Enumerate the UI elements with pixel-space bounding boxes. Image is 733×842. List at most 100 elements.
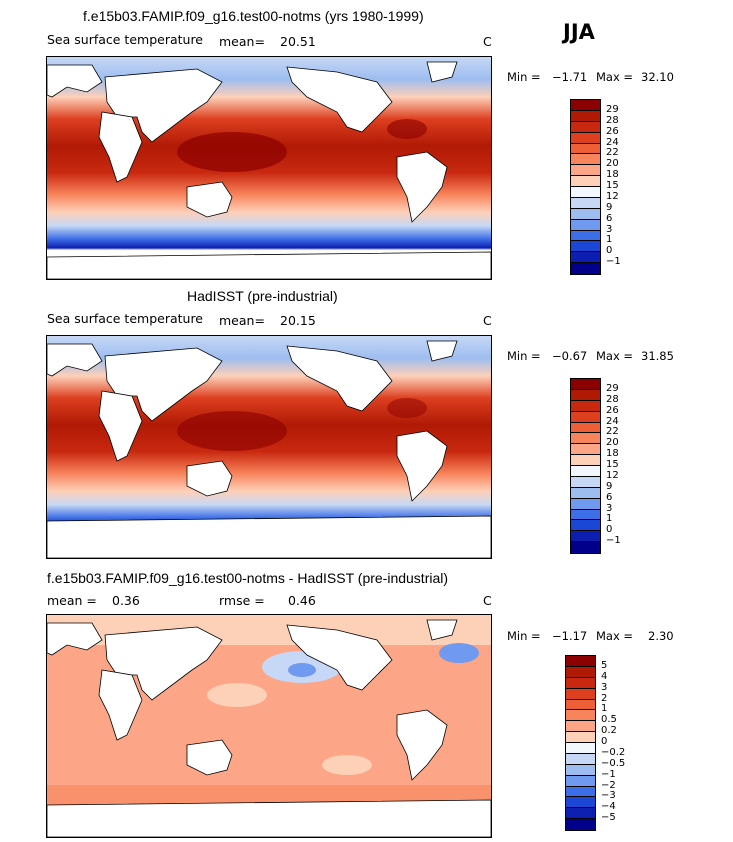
colorbar-tick-label: 20 <box>606 158 619 170</box>
colorbar-tick-label: 12 <box>606 469 619 481</box>
colorbar-swatch <box>566 688 595 700</box>
colorbar-tick-label: −1 <box>606 535 621 547</box>
colorbar-tick-label: 18 <box>606 448 619 460</box>
panel1-max-label: Max = <box>596 70 634 84</box>
colorbar-tick-label: 0.2 <box>601 725 617 737</box>
colorbar-tick-label: 0.5 <box>601 714 617 726</box>
colorbar-swatch <box>571 154 600 166</box>
colorbar-swatch <box>571 121 600 133</box>
panel2-map-svg <box>47 336 491 558</box>
colorbar-tick-label: 1 <box>606 234 613 246</box>
colorbar-swatch <box>571 241 600 253</box>
colorbar-tick-label: −0.2 <box>601 746 626 758</box>
panel1-mean-label: mean= <box>219 34 265 49</box>
panel1-colorbar-labels: 29 28 26 24 22 20 18 15 12 9 6 3 1 0 −1 <box>606 99 646 273</box>
colorbar-tick-label: 15 <box>606 180 619 191</box>
colorbar-swatch <box>566 797 595 809</box>
colorbar-swatch <box>566 764 595 776</box>
colorbar-tick-label: 28 <box>606 393 619 405</box>
colorbar-tick-label: 22 <box>606 426 619 438</box>
colorbar-tick-label: −0.5 <box>601 757 626 769</box>
colorbar-tick-label: 24 <box>606 415 619 427</box>
colorbar-tick-label: 4 <box>601 670 608 682</box>
colorbar-swatch <box>571 176 600 187</box>
colorbar-swatch <box>571 444 600 456</box>
colorbar-swatch <box>571 542 600 553</box>
colorbar-tick-label: −4 <box>601 801 616 813</box>
colorbar-swatch <box>566 743 595 754</box>
colorbar-tick-label: −5 <box>601 812 616 824</box>
panel2-min-label: Min = <box>507 349 541 363</box>
colorbar-swatch <box>571 520 600 532</box>
colorbar-swatch <box>571 379 600 390</box>
panel1-min-label: Min = <box>507 70 541 84</box>
colorbar-swatch <box>566 677 595 689</box>
colorbar-tick-label: 1 <box>606 513 613 525</box>
colorbar-swatch <box>571 411 600 423</box>
colorbar-swatch <box>571 476 600 488</box>
colorbar-tick-label: 26 <box>606 125 619 137</box>
panel3-title: f.e15b03.FAMIP.f09_g16.test00-notms - Ha… <box>47 570 449 586</box>
colorbar-tick-label: 3 <box>601 681 608 693</box>
season-label: JJA <box>563 20 595 44</box>
colorbar-swatch <box>566 753 595 765</box>
colorbar-swatch <box>571 422 600 434</box>
colorbar-tick-label: 6 <box>606 212 613 224</box>
colorbar-tick-label: 26 <box>606 404 619 416</box>
colorbar-swatch <box>566 786 595 798</box>
panel3-map-svg <box>47 615 491 837</box>
panel1-max-value: 32.10 <box>641 70 674 84</box>
colorbar-swatch <box>571 400 600 412</box>
colorbar-swatch <box>571 433 600 445</box>
panel2-colorbar <box>570 378 601 554</box>
panel2-mean-value: 20.15 <box>280 313 316 328</box>
colorbar-swatch <box>566 656 595 667</box>
panel3-colorbar-labels: 5 4 3 2 1 0.5 0.2 0 −0.2 −0.5 −1 −2 −3 −4 −5 <box>601 655 641 829</box>
colorbar-tick-label: 24 <box>606 136 619 148</box>
colorbar-swatch <box>566 808 595 820</box>
panel2-variable: Sea surface temperature <box>47 311 203 326</box>
colorbar-swatch <box>571 466 600 477</box>
colorbar-tick-label: 29 <box>606 382 619 394</box>
colorbar-tick-label: −1 <box>601 768 616 780</box>
panel1-title: f.e15b03.FAMIP.f09_g16.test00-notms (yrs… <box>83 8 424 24</box>
panel2-max-label: Max = <box>596 349 634 363</box>
panel1-map <box>46 56 492 280</box>
colorbar-swatch <box>571 509 600 521</box>
panel2-title: HadISST (pre-industrial) <box>187 288 338 304</box>
panel3-min-value: −1.17 <box>552 629 588 643</box>
colorbar-swatch <box>571 143 600 155</box>
colorbar-tick-label: −2 <box>601 779 616 791</box>
colorbar-swatch <box>571 252 600 264</box>
colorbar-tick-label: 3 <box>606 502 613 514</box>
colorbar-swatch <box>566 775 595 787</box>
panel3-max-label: Max = <box>596 629 634 643</box>
colorbar-swatch <box>571 498 600 510</box>
colorbar-tick-label: 0 <box>606 524 613 536</box>
colorbar-swatch <box>566 699 595 711</box>
colorbar-tick-label: 12 <box>606 190 619 202</box>
colorbar-swatch <box>566 721 595 733</box>
panel2-colorbar-labels: 29 28 26 24 22 20 18 15 12 9 6 3 1 0 −1 <box>606 378 646 552</box>
colorbar-swatch <box>566 732 595 743</box>
colorbar-tick-label: 18 <box>606 169 619 181</box>
colorbar-tick-label: −1 <box>606 256 621 268</box>
colorbar-tick-label: 9 <box>606 480 613 492</box>
colorbar-tick-label: 5 <box>601 659 608 671</box>
panel3-rmse-value: 0.46 <box>288 593 316 608</box>
colorbar-tick-label: 22 <box>606 147 619 159</box>
panel2-units: C <box>483 313 492 328</box>
panel1-map-svg <box>47 57 491 279</box>
colorbar-swatch <box>566 666 595 678</box>
colorbar-swatch <box>571 110 600 122</box>
panel2-map <box>46 335 492 559</box>
colorbar-tick-label: 3 <box>606 223 613 235</box>
colorbar-tick-label: 1 <box>601 703 608 715</box>
panel1-variable: Sea surface temperature <box>47 32 203 47</box>
colorbar-swatch <box>571 531 600 543</box>
colorbar-swatch <box>571 132 600 144</box>
colorbar-swatch <box>571 165 600 177</box>
panel1-units: C <box>483 34 492 49</box>
colorbar-swatch <box>571 230 600 242</box>
colorbar-tick-label: 0 <box>601 736 608 747</box>
